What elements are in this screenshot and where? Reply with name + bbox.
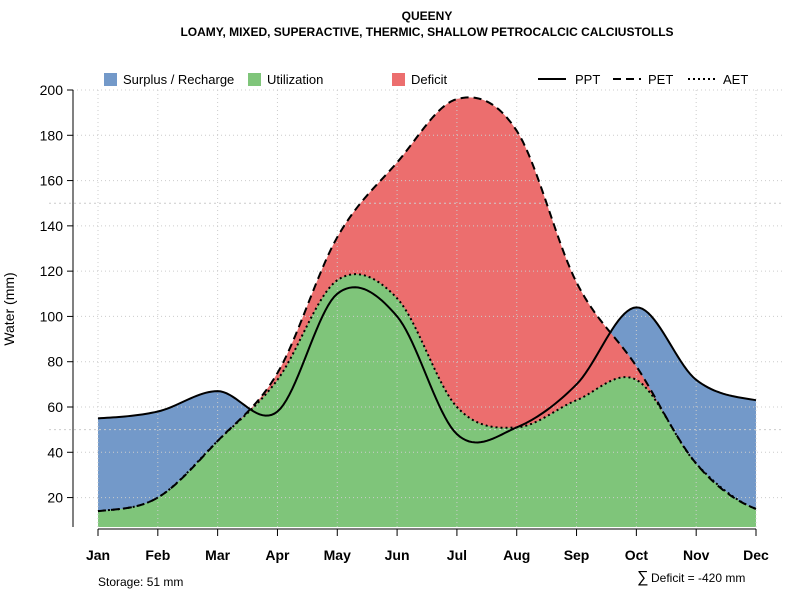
y-tick-label-60: 60 bbox=[47, 399, 63, 415]
x-tick-label-mar: Mar bbox=[205, 547, 230, 563]
legend-label-deficit: Deficit bbox=[411, 72, 448, 87]
legend: Surplus / Recharge Utilization Deficit P… bbox=[104, 72, 748, 87]
y-tick-label-100: 100 bbox=[40, 308, 64, 324]
y-tick-label-200: 200 bbox=[40, 82, 64, 98]
legend-label-aet: AET bbox=[723, 72, 748, 87]
y-tick-label-140: 140 bbox=[40, 218, 64, 234]
area-fills bbox=[98, 97, 756, 527]
surplus-overlay-0 bbox=[98, 391, 248, 512]
legend-swatch-surplus bbox=[104, 73, 117, 86]
y-tick-label-160: 160 bbox=[40, 173, 64, 189]
x-tick-label-dec: Dec bbox=[743, 547, 769, 563]
surplus-overlay-1 bbox=[612, 307, 756, 509]
x-tick-label-jun: Jun bbox=[385, 547, 410, 563]
series-lines bbox=[97, 96, 757, 513]
chart-subtitle: LOAMY, MIXED, SUPERACTIVE, THERMIC, SHAL… bbox=[180, 25, 673, 39]
x-tick-label-nov: Nov bbox=[683, 547, 710, 563]
grid-lines bbox=[49, 89, 782, 527]
legend-label-pet: PET bbox=[648, 72, 673, 87]
x-tick-label-oct: Oct bbox=[625, 547, 649, 563]
legend-swatch-utilization bbox=[248, 73, 261, 86]
x-tick-label-sep: Sep bbox=[564, 547, 590, 563]
series-line-ppt bbox=[97, 286, 757, 444]
legend-label-ppt: PPT bbox=[575, 72, 600, 87]
series-line-aet bbox=[97, 273, 757, 513]
legend-label-surplus: Surplus / Recharge bbox=[123, 72, 234, 87]
x-tick-label-aug: Aug bbox=[503, 547, 530, 563]
x-tick-label-jan: Jan bbox=[86, 547, 110, 563]
sigma-icon: ∑ bbox=[637, 569, 648, 586]
storage-footnote: Storage: 51 mm bbox=[98, 575, 183, 589]
series-line-pet bbox=[97, 96, 757, 513]
y-tick-label-40: 40 bbox=[47, 444, 63, 460]
axes: 20 40 60 80 100 120 140 160 180 200 Jan Feb Mar Apr Ma… bbox=[40, 82, 769, 563]
x-tick-label-jul: Jul bbox=[447, 547, 467, 563]
legend-label-utilization: Utilization bbox=[267, 72, 323, 87]
utilization-area bbox=[98, 274, 756, 527]
x-tick-label-may: May bbox=[324, 547, 351, 563]
deficit-footnote: Deficit = -420 mm bbox=[651, 571, 745, 585]
y-tick-label-80: 80 bbox=[47, 354, 63, 370]
x-tick-label-apr: Apr bbox=[265, 547, 290, 563]
x-tick-label-feb: Feb bbox=[145, 547, 170, 563]
y-tick-label-20: 20 bbox=[47, 490, 63, 506]
chart-title: QUEENY bbox=[402, 9, 453, 23]
legend-swatch-deficit bbox=[392, 73, 405, 86]
y-tick-label-180: 180 bbox=[40, 127, 64, 143]
y-axis-label: Water (mm) bbox=[1, 272, 17, 345]
y-tick-label-120: 120 bbox=[40, 263, 64, 279]
